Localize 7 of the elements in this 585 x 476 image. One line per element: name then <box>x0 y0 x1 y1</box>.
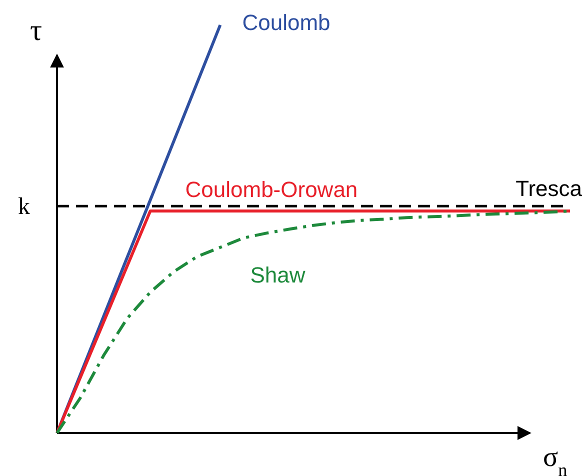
x-axis-title: σ$_{n}$ <box>543 442 568 476</box>
text: k <box>18 194 30 220</box>
series-label: Coulomb <box>242 10 330 35</box>
ref-line-label: Tresca <box>516 176 583 202</box>
y-axis-title: τ <box>30 14 42 47</box>
series-label: Coulomb-Orowan <box>185 177 358 202</box>
series-label: Shaw <box>250 262 306 288</box>
